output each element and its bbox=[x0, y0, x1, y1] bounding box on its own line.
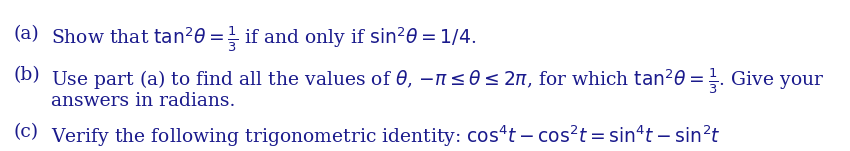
Text: Show that $\tan^2\!\theta = \frac{1}{3}$ if and only if $\sin^2\!\theta = 1/4$.: Show that $\tan^2\!\theta = \frac{1}{3}$… bbox=[51, 25, 476, 54]
Text: answers in radians.: answers in radians. bbox=[51, 92, 235, 110]
Text: (a): (a) bbox=[14, 25, 39, 43]
Text: (c): (c) bbox=[14, 123, 39, 141]
Text: Verify the following trigonometric identity: $\cos^4\!t - \cos^2\!t = \sin^4\!t : Verify the following trigonometric ident… bbox=[51, 123, 721, 149]
Text: Use part (a) to find all the values of $\theta$, $-\pi \leq \theta \leq 2\pi$, f: Use part (a) to find all the values of $… bbox=[51, 66, 824, 96]
Text: (b): (b) bbox=[14, 66, 41, 84]
